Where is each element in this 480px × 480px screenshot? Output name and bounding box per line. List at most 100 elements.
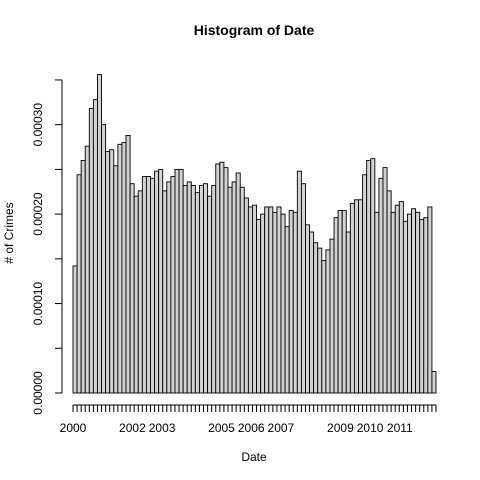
bars-group bbox=[72, 74, 437, 394]
histogram-bar bbox=[137, 190, 143, 394]
histogram-bar bbox=[305, 224, 311, 394]
y-axis: 0.00000 0.00010 0.00020 0.00030 bbox=[31, 79, 63, 415]
histogram-bar bbox=[370, 158, 376, 394]
histogram-bar bbox=[325, 249, 331, 394]
histogram-bar bbox=[145, 176, 151, 394]
histogram-bar bbox=[272, 211, 278, 394]
histogram-bar bbox=[309, 231, 315, 394]
histogram-bar bbox=[80, 159, 86, 394]
histogram-bar bbox=[141, 176, 147, 394]
histogram-bar bbox=[256, 219, 262, 394]
histogram-bar bbox=[215, 163, 221, 394]
histogram-bar bbox=[219, 161, 225, 394]
histogram-bar bbox=[423, 217, 429, 394]
x-tick-label: 2006 bbox=[238, 421, 265, 435]
histogram-bar bbox=[207, 195, 213, 394]
x-tick-label: 2010 bbox=[357, 421, 384, 435]
histogram-bar bbox=[415, 211, 421, 394]
histogram-bar bbox=[288, 210, 294, 394]
x-tick-label: 2000 bbox=[60, 421, 87, 435]
histogram-bar bbox=[313, 242, 319, 394]
x-tick-label: 2002 bbox=[119, 421, 146, 435]
y-tick-label: 0.00020 bbox=[31, 192, 45, 236]
histogram-bar bbox=[268, 206, 274, 394]
histogram-bar bbox=[158, 168, 164, 394]
histogram-bar bbox=[72, 265, 78, 394]
histogram-bar bbox=[276, 206, 282, 394]
histogram-bar bbox=[362, 174, 368, 394]
histogram-bar bbox=[76, 174, 82, 394]
histogram-bar bbox=[252, 204, 257, 394]
histogram-bar bbox=[317, 247, 323, 394]
histogram-bar bbox=[247, 206, 253, 394]
histogram-bar bbox=[411, 208, 417, 394]
x-axis: 2000 2002 2003 2005 2006 2007 2009 2010 2011 bbox=[60, 404, 437, 435]
histogram-bar bbox=[194, 192, 200, 394]
histogram-bar bbox=[109, 149, 115, 394]
histogram-bar bbox=[223, 167, 229, 394]
histogram-bar bbox=[419, 219, 425, 394]
histogram-bar bbox=[398, 201, 404, 394]
histogram-bar bbox=[88, 108, 94, 394]
x-tick-label: 2007 bbox=[268, 421, 295, 435]
histogram-bar bbox=[366, 159, 372, 394]
histogram-bar bbox=[129, 183, 135, 394]
histogram-bar bbox=[427, 206, 433, 394]
histogram-bar bbox=[345, 231, 351, 394]
histogram-bar bbox=[260, 213, 266, 394]
histogram-bar bbox=[382, 167, 388, 394]
histogram-bar bbox=[264, 206, 270, 394]
histogram-bar bbox=[231, 181, 237, 394]
histogram-bar bbox=[431, 371, 437, 394]
histogram-bar bbox=[105, 151, 111, 394]
histogram-bar bbox=[150, 177, 156, 394]
x-tick-label: 2003 bbox=[149, 421, 176, 435]
histogram-bar bbox=[84, 145, 90, 394]
histogram-bar bbox=[353, 199, 359, 394]
histogram-bar bbox=[178, 168, 184, 394]
histogram-bar bbox=[378, 177, 384, 394]
histogram-bar bbox=[333, 217, 339, 394]
x-tick-label: 2009 bbox=[327, 421, 354, 435]
histogram-bar bbox=[121, 142, 127, 394]
histogram-bar bbox=[321, 260, 327, 394]
histogram-bar bbox=[211, 185, 217, 394]
histogram-bar bbox=[203, 183, 209, 394]
histogram-bar bbox=[198, 185, 204, 394]
histogram-bar bbox=[101, 124, 107, 394]
histogram-bar bbox=[394, 204, 400, 394]
y-tick-label: 0.00010 bbox=[31, 282, 45, 326]
histogram-bar bbox=[162, 190, 168, 394]
histogram-bar bbox=[292, 211, 298, 394]
chart-title: Histogram of Date bbox=[194, 22, 315, 38]
x-axis-label: Date bbox=[241, 450, 267, 464]
x-tick-label: 2005 bbox=[208, 421, 235, 435]
y-tick-label: 0.00000 bbox=[31, 371, 45, 415]
histogram-bar bbox=[358, 199, 364, 394]
histogram-bar bbox=[337, 210, 343, 394]
histogram-bar bbox=[280, 213, 286, 394]
histogram-bar bbox=[329, 238, 335, 394]
histogram-bar bbox=[125, 134, 131, 394]
histogram-bar bbox=[349, 202, 355, 394]
y-tick-label: 0.00030 bbox=[31, 103, 45, 147]
histogram-bar bbox=[186, 181, 192, 394]
y-axis-label: # of Crimes bbox=[2, 202, 16, 263]
histogram-bar bbox=[117, 143, 123, 394]
histogram-bar bbox=[390, 211, 396, 394]
histogram-bar bbox=[190, 185, 196, 394]
histogram-bar bbox=[341, 210, 347, 394]
histogram-bar bbox=[300, 183, 306, 394]
histogram-bar bbox=[97, 74, 103, 394]
histogram-bar bbox=[243, 197, 249, 394]
histogram-bar bbox=[166, 181, 172, 394]
histogram-bar bbox=[239, 186, 245, 394]
histogram-bar bbox=[227, 186, 233, 394]
histogram-bar bbox=[170, 176, 176, 394]
histogram-bar bbox=[284, 226, 290, 394]
histogram-bar bbox=[154, 170, 160, 394]
histogram-bar bbox=[174, 168, 180, 394]
histogram-bar bbox=[113, 165, 119, 394]
histogram-bar bbox=[235, 172, 241, 394]
